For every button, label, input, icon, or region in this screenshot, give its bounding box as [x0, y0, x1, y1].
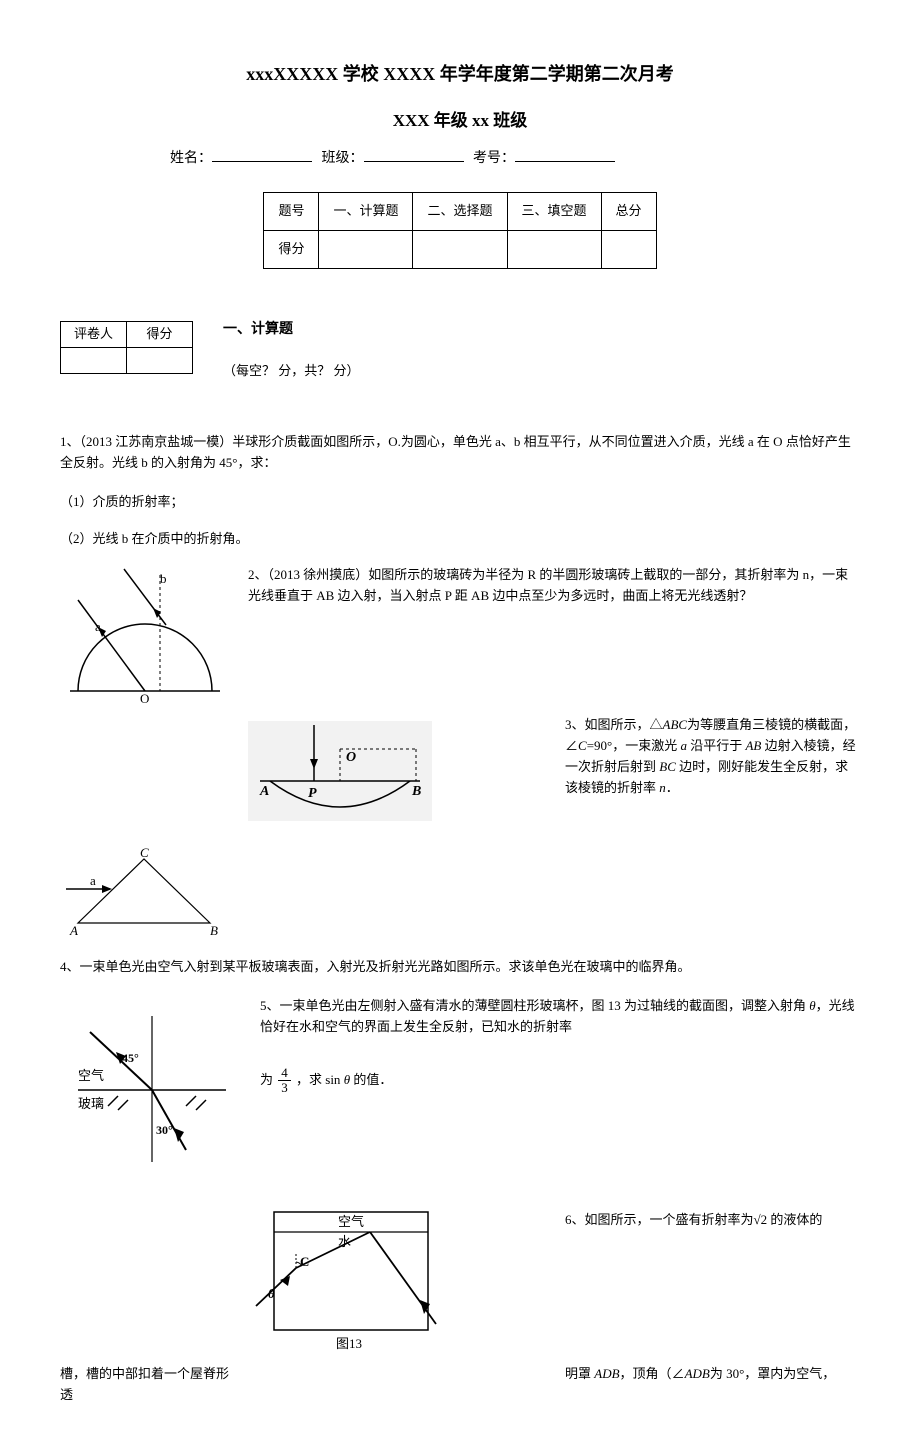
score-row-label: 得分 — [264, 231, 319, 269]
q1-text: 1、（2013 江苏南京盐城一模）半球形介质截面如图所示，O.为圆心，单色光 a… — [60, 432, 860, 474]
score-table-header: 三、填空题 — [507, 193, 601, 231]
svg-text:a: a — [90, 873, 96, 888]
q5-text: 5、一束单色光由左侧射入盛有清水的薄壁圆柱形玻璃杯，图 13 为过轴线的截面图，… — [260, 996, 860, 1095]
svg-text:C: C — [140, 845, 149, 860]
score-cell[interactable] — [413, 231, 507, 269]
q3-text: 3、如图所示，△ABC为等腰直角三棱镜的横截面，∠C=90°，一束激光 a 沿平… — [565, 715, 860, 798]
examno-label: 考号： — [473, 151, 515, 166]
score-table-header: 一、计算题 — [319, 193, 413, 231]
svg-text:空气: 空气 — [338, 1214, 364, 1229]
figure-q1: a b O — [60, 565, 230, 705]
score-table: 题号 一、计算题 二、选择题 三、填空题 总分 得分 — [263, 192, 656, 269]
svg-text:图13: 图13 — [336, 1336, 362, 1351]
q1-sub2: （2）光线 b 在介质中的折射角。 — [60, 529, 860, 550]
svg-text:B: B — [411, 784, 421, 799]
student-info-line: 姓名： 班级： 考号： — [170, 148, 860, 170]
page-title-2: XXX 年级 xx 班级 — [60, 107, 860, 134]
score-cell[interactable] — [601, 231, 656, 269]
figure-q4: 45° 30° 空气 玻璃 — [60, 1002, 240, 1172]
svg-text:a: a — [95, 619, 101, 634]
grader-table: 评卷人 得分 — [60, 321, 193, 374]
name-blank[interactable] — [212, 161, 312, 162]
svg-text:玻璃: 玻璃 — [78, 1096, 104, 1111]
grader-col2: 得分 — [127, 321, 193, 347]
class-label: 班级： — [322, 151, 364, 166]
class-blank[interactable] — [364, 161, 464, 162]
grader-col1: 评卷人 — [61, 321, 127, 347]
svg-text:A: A — [259, 784, 269, 799]
q6-tail-right: 明罩 ADB，顶角（∠ADB为 30°，罩内为空气， — [565, 1364, 860, 1385]
score-table-header: 二、选择题 — [413, 193, 507, 231]
q2-text: 2、（2013 徐州摸底）如图所示的玻璃砖为半径为 R 的半圆形玻璃砖上截取的一… — [248, 565, 860, 607]
svg-text:O: O — [346, 750, 356, 765]
figure-q5: 空气 水 C θ 图13 — [250, 1188, 450, 1358]
svg-text:b: b — [160, 571, 167, 586]
svg-text:A: A — [69, 923, 78, 938]
section-1-header: 评卷人 得分 一、计算题 （每空？ 分，共？ 分） — [60, 319, 860, 382]
svg-text:水: 水 — [338, 1234, 351, 1249]
svg-text:45°: 45° — [122, 1051, 139, 1065]
page-title-1: xxxXXXXX 学校 XXXX 年学年度第二学期第二次月考 — [60, 60, 860, 89]
grader-cell[interactable] — [127, 347, 193, 373]
q6-tail: 槽，槽的中部扣着一个屋脊形透 — [60, 1364, 240, 1406]
svg-text:空气: 空气 — [78, 1068, 104, 1083]
q6-text: 6、如图所示，一个盛有折射率为√2 的液体的 — [565, 1210, 860, 1231]
svg-text:30°: 30° — [156, 1123, 173, 1137]
grader-cell[interactable] — [61, 347, 127, 373]
name-label: 姓名： — [170, 151, 212, 166]
fraction-4-3: 4 3 — [278, 1066, 291, 1096]
score-cell[interactable] — [319, 231, 413, 269]
score-table-header: 总分 — [601, 193, 656, 231]
svg-text:C: C — [300, 1254, 309, 1269]
svg-text:θ: θ — [268, 1286, 275, 1301]
question-4: 4、一束单色光由空气入射到某平板玻璃表面，入射光及折射光光路如图所示。求该单色光… — [60, 957, 860, 978]
q4-text: 4、一束单色光由空气入射到某平板玻璃表面，入射光及折射光光路如图所示。求该单色光… — [60, 957, 860, 978]
svg-text:O: O — [140, 691, 149, 705]
score-table-header: 题号 — [264, 193, 319, 231]
q1-sub1: （1）介质的折射率； — [60, 492, 860, 513]
examno-blank[interactable] — [515, 161, 615, 162]
figure-q2: O A B P — [240, 715, 440, 835]
figure-q3: a A B C — [60, 841, 230, 941]
question-1: 1、（2013 江苏南京盐城一模）半球形介质截面如图所示，O.为圆心，单色光 a… — [60, 432, 860, 474]
svg-text:B: B — [210, 923, 218, 938]
svg-text:P: P — [308, 786, 317, 801]
score-cell[interactable] — [507, 231, 601, 269]
